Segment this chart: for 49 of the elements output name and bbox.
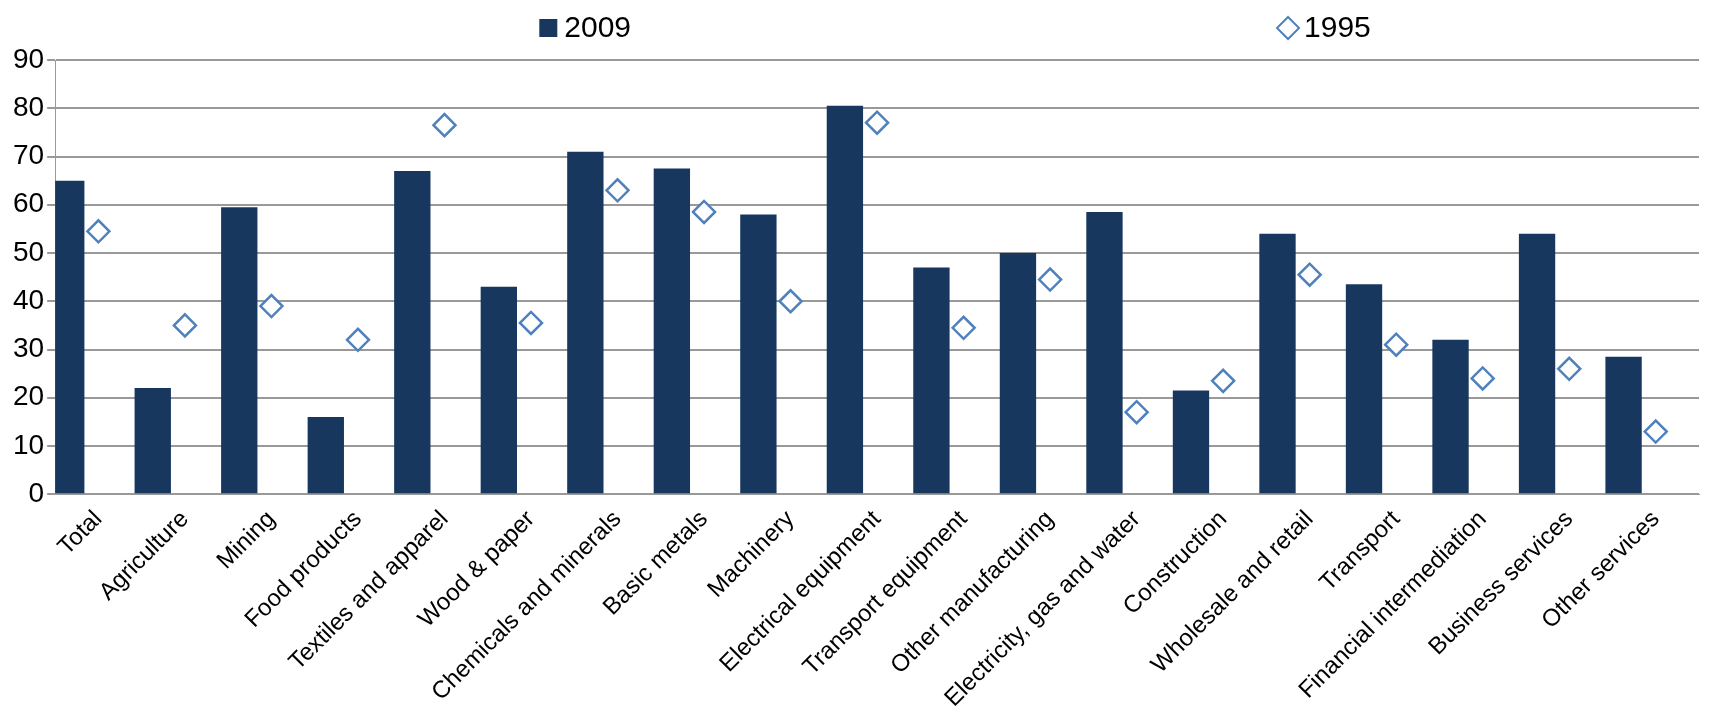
point	[518, 310, 544, 336]
point	[1383, 332, 1409, 357]
point	[1297, 262, 1322, 287]
legend-label: 1995	[1304, 10, 1371, 44]
bar	[1259, 233, 1296, 494]
y-tick-label: 40	[12, 283, 45, 315]
bar	[480, 286, 517, 494]
bar	[1518, 233, 1556, 494]
point	[1210, 368, 1236, 394]
bar	[1432, 339, 1469, 494]
bar	[653, 168, 691, 494]
y-tick-label: 70	[12, 139, 45, 171]
y-tick-label: 0	[28, 476, 45, 508]
point	[778, 289, 803, 314]
bar	[999, 253, 1037, 494]
point	[1556, 356, 1582, 382]
point	[432, 112, 457, 138]
point	[605, 178, 630, 203]
y-tick-label: 80	[12, 90, 45, 122]
y-tick-label: 20	[12, 380, 45, 412]
point	[259, 293, 284, 319]
bar	[913, 267, 950, 494]
point	[1470, 366, 1495, 391]
y-tick-label: 10	[12, 428, 45, 460]
y-tick-label: 30	[12, 332, 45, 364]
bar	[1086, 211, 1123, 494]
bar	[826, 105, 864, 494]
bar	[1172, 390, 1210, 494]
legend-label: 2009	[564, 10, 632, 44]
point	[864, 110, 890, 135]
point	[951, 315, 976, 341]
bar	[740, 214, 777, 494]
point	[1037, 267, 1063, 292]
point	[1124, 399, 1149, 425]
bar	[1605, 356, 1642, 494]
y-tick-label: 90	[12, 42, 45, 74]
bar	[307, 417, 344, 494]
point	[691, 199, 717, 225]
point	[345, 327, 371, 353]
bar	[567, 151, 604, 494]
bar	[394, 170, 431, 494]
point	[1643, 419, 1668, 444]
point	[86, 219, 111, 244]
bar	[134, 388, 171, 494]
bar	[221, 207, 258, 494]
y-tick-label: 50	[12, 235, 45, 267]
point	[172, 313, 198, 338]
bar	[1345, 284, 1383, 494]
y-tick-label: 60	[12, 187, 45, 219]
